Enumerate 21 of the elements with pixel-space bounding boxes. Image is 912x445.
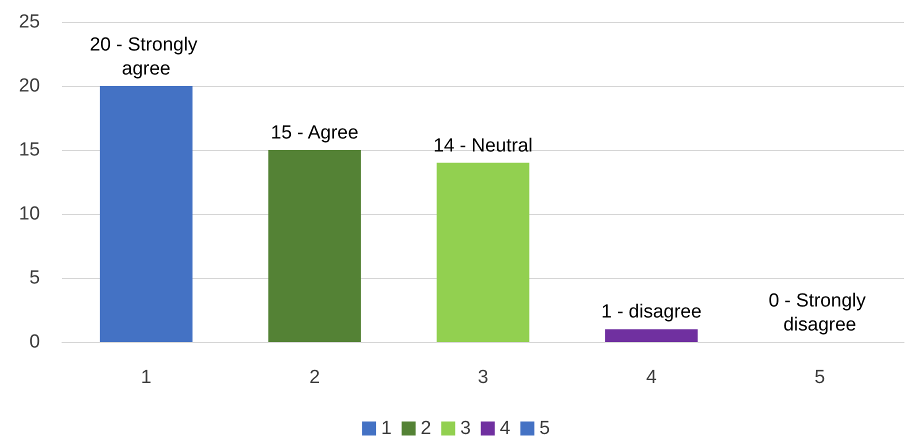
x-tick-label: 4 [646,367,658,388]
data-label: 14 - Neutral [433,135,533,156]
data-label: 15 - Agree [270,122,358,144]
legend-label: 2 [420,418,432,439]
legend-label: 5 [539,418,550,439]
x-tick-label: 3 [478,367,488,388]
y-tick-label: 20 [18,76,40,96]
x-tick-label: 5 [814,367,826,388]
x-tick-label: 2 [309,367,320,388]
y-tick-label: 10 [18,204,40,224]
data-label: 0 - Strongly disagree [768,290,872,336]
data-label: 1 - disagree [601,302,702,323]
y-tick-label: 25 [18,12,40,32]
legend-label: 1 [381,418,392,439]
legend-label: 3 [460,418,471,439]
y-tick-label: 15 [18,140,40,160]
x-tick-label: 1 [140,367,152,388]
y-tick-label: 0 [29,332,40,352]
y-tick-label: 5 [29,268,40,288]
legend-label: 4 [500,418,511,439]
data-label: 20 - Strongly agree [90,34,203,80]
